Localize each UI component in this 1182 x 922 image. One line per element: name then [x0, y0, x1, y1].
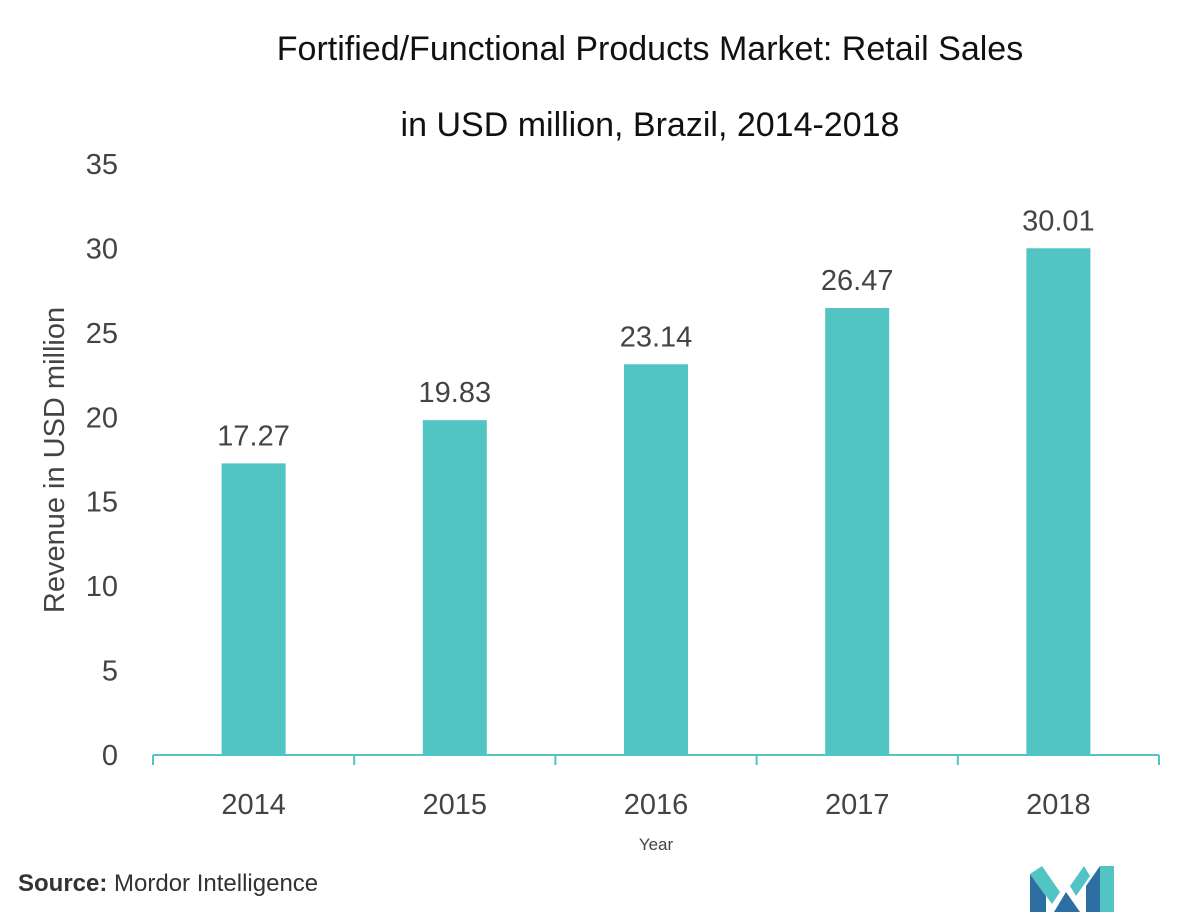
- value-labels-group: 17.27 19.83 23.14 26.47 30.01: [217, 205, 1094, 452]
- y-tick-label: 5: [102, 656, 118, 688]
- x-tick-label-2018: 2018: [1026, 789, 1091, 821]
- y-tick-label: 0: [102, 740, 118, 772]
- source-note: Source: Mordor Intelligence: [18, 870, 318, 898]
- source-label: Source:: [18, 870, 108, 897]
- x-tick-label-2016: 2016: [624, 789, 689, 821]
- chart-title-line-2: in USD million, Brazil, 2014-2018: [400, 106, 900, 144]
- y-tick-label: 35: [86, 149, 118, 181]
- bars-group: [221, 248, 1091, 756]
- x-tick-label-2017: 2017: [825, 789, 890, 821]
- y-tick-label: 15: [86, 487, 118, 519]
- source-text: Mordor Intelligence: [107, 870, 319, 897]
- bar-2017: [825, 308, 890, 755]
- value-label-2014: 17.27: [217, 420, 290, 452]
- x-tick-label-2015: 2015: [423, 789, 488, 821]
- y-axis-title: Revenue in USD million: [39, 307, 71, 613]
- x-axis-title: Year: [639, 835, 674, 854]
- y-tick-label: 25: [86, 318, 118, 350]
- mordor-intelligence-logo-icon: [1030, 866, 1114, 912]
- value-label-2017: 26.47: [821, 265, 894, 297]
- bar-2014: [221, 463, 286, 755]
- y-axis-ticks: 0 5 10 15 20 25 30 35: [86, 149, 118, 772]
- value-label-2016: 23.14: [620, 321, 693, 353]
- y-tick-label: 10: [86, 571, 118, 603]
- x-tick-label-2014: 2014: [221, 789, 286, 821]
- value-label-2015: 19.83: [419, 377, 492, 409]
- value-label-2018: 30.01: [1022, 205, 1095, 237]
- bar-2016: [624, 364, 688, 755]
- y-tick-label: 30: [86, 233, 118, 265]
- x-axis-ticks: 2014 2015 2016 2017 2018: [152, 755, 1160, 821]
- bar-2015: [422, 420, 487, 755]
- bar-2018: [1026, 248, 1091, 756]
- y-tick-label: 20: [86, 402, 118, 434]
- chart-title-line-1: Fortified/Functional Products Market: Re…: [276, 30, 1024, 68]
